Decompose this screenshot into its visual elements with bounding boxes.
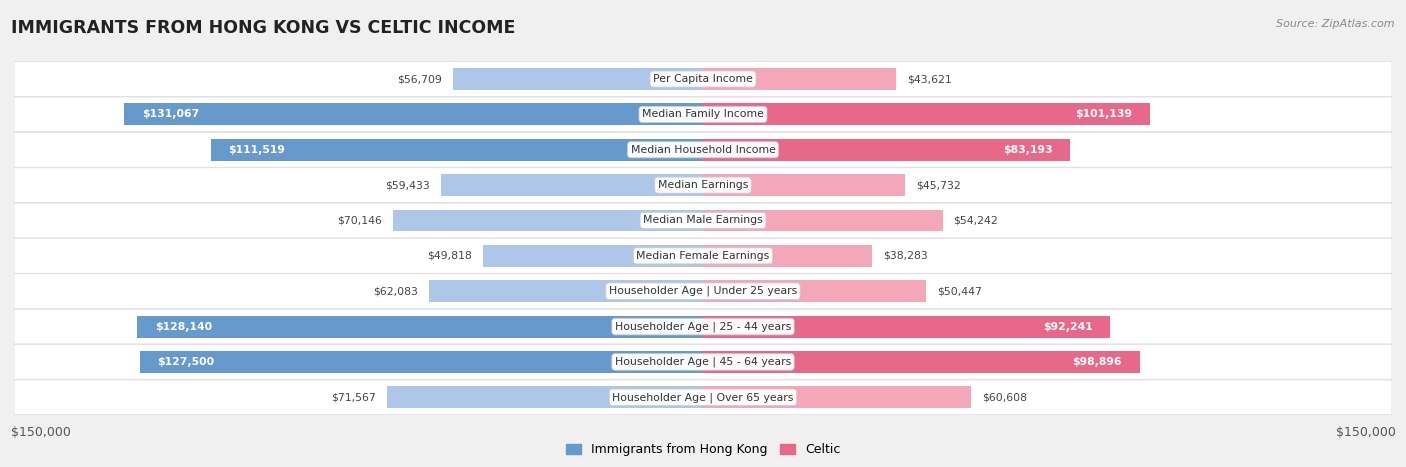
Bar (703, 174, 905, 196)
Text: Median Female Earnings: Median Female Earnings (637, 251, 769, 261)
Text: $70,146: $70,146 (337, 215, 382, 226)
FancyBboxPatch shape (14, 97, 1392, 132)
Bar (484, 245, 703, 267)
Text: Householder Age | 25 - 44 years: Householder Age | 25 - 44 years (614, 321, 792, 332)
Bar (703, 210, 942, 232)
Bar (703, 245, 872, 267)
Bar (703, 386, 970, 408)
Text: $59,433: $59,433 (385, 180, 429, 190)
Bar (703, 351, 1140, 373)
FancyBboxPatch shape (14, 203, 1392, 238)
Text: $43,621: $43,621 (907, 74, 952, 84)
FancyBboxPatch shape (14, 380, 1392, 415)
Text: $62,083: $62,083 (373, 286, 418, 296)
FancyBboxPatch shape (14, 345, 1392, 379)
Text: Householder Age | Under 25 years: Householder Age | Under 25 years (609, 286, 797, 297)
FancyBboxPatch shape (14, 168, 1392, 203)
Text: $127,500: $127,500 (157, 357, 215, 367)
Text: Median Earnings: Median Earnings (658, 180, 748, 190)
Text: $92,241: $92,241 (1043, 322, 1092, 332)
Bar (124, 103, 703, 125)
Text: Householder Age | Over 65 years: Householder Age | Over 65 years (612, 392, 794, 403)
Text: Median Household Income: Median Household Income (630, 145, 776, 155)
FancyBboxPatch shape (14, 309, 1392, 344)
Bar (453, 68, 703, 90)
Text: Householder Age | 45 - 64 years: Householder Age | 45 - 64 years (614, 357, 792, 367)
Text: $128,140: $128,140 (155, 322, 212, 332)
Text: $131,067: $131,067 (142, 109, 200, 120)
Bar (138, 316, 703, 338)
FancyBboxPatch shape (14, 133, 1392, 167)
Bar (703, 103, 1150, 125)
Text: $60,608: $60,608 (981, 392, 1026, 402)
Text: Source: ZipAtlas.com: Source: ZipAtlas.com (1277, 19, 1395, 28)
Text: Median Male Earnings: Median Male Earnings (643, 215, 763, 226)
Text: $83,193: $83,193 (1002, 145, 1053, 155)
Text: $111,519: $111,519 (228, 145, 285, 155)
Text: IMMIGRANTS FROM HONG KONG VS CELTIC INCOME: IMMIGRANTS FROM HONG KONG VS CELTIC INCO… (11, 19, 516, 37)
Text: Median Family Income: Median Family Income (643, 109, 763, 120)
Bar (703, 68, 896, 90)
Bar (387, 386, 703, 408)
Bar (211, 139, 703, 161)
Text: $54,242: $54,242 (953, 215, 998, 226)
Text: $50,447: $50,447 (936, 286, 981, 296)
Text: $38,283: $38,283 (883, 251, 928, 261)
Text: $45,732: $45,732 (915, 180, 960, 190)
FancyBboxPatch shape (14, 239, 1392, 273)
Text: $49,818: $49,818 (427, 251, 472, 261)
Text: Per Capita Income: Per Capita Income (652, 74, 754, 84)
FancyBboxPatch shape (14, 62, 1392, 96)
Bar (703, 280, 925, 302)
Bar (440, 174, 703, 196)
Text: $56,709: $56,709 (396, 74, 441, 84)
Bar (429, 280, 703, 302)
FancyBboxPatch shape (14, 274, 1392, 309)
Text: $71,567: $71,567 (332, 392, 375, 402)
Text: $101,139: $101,139 (1076, 109, 1132, 120)
Legend: Immigrants from Hong Kong, Celtic: Immigrants from Hong Kong, Celtic (561, 439, 845, 461)
Bar (703, 316, 1111, 338)
Bar (141, 351, 703, 373)
Bar (703, 139, 1070, 161)
Text: $98,896: $98,896 (1073, 357, 1122, 367)
Bar (394, 210, 703, 232)
